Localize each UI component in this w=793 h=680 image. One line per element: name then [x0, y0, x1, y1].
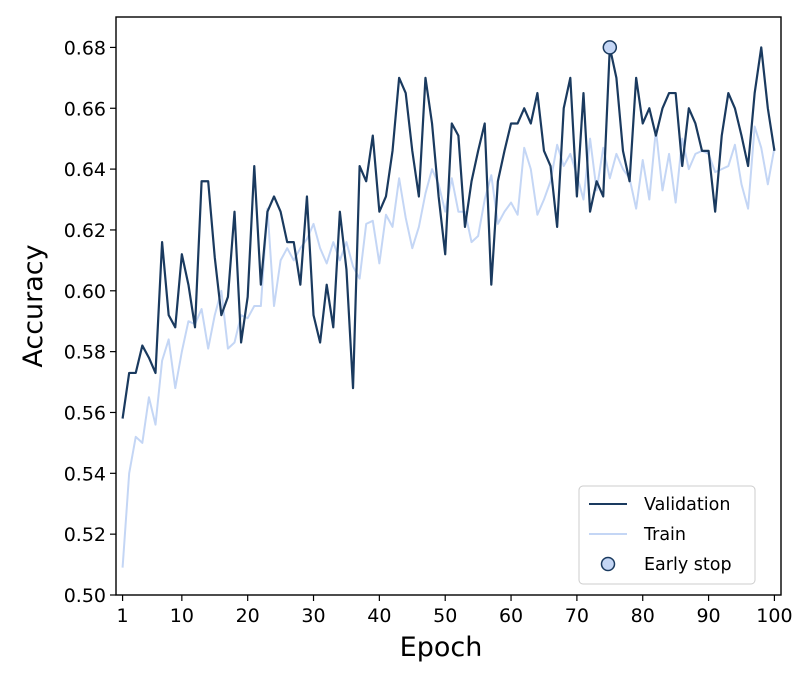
x-axis-ticks: 1 10 20 30 40 50 60 70 80 90 100	[117, 595, 793, 627]
legend: Validation Train Early stop	[578, 485, 756, 585]
plot-frame	[115, 16, 782, 596]
legend-box	[578, 485, 756, 585]
x-tick-label: 60	[499, 605, 523, 627]
legend-early-stop-swatch	[600, 556, 616, 572]
y-tick-label: 0.64	[64, 159, 106, 181]
legend-validation-label: Validation	[644, 495, 730, 515]
series-layer	[121, 46, 776, 568]
y-tick-label: 0.62	[64, 220, 106, 242]
x-tick-label: 10	[170, 605, 194, 627]
x-tick-label: 80	[631, 605, 655, 627]
x-tick-label: 100	[756, 605, 792, 627]
early-stop-marker	[602, 40, 618, 55]
y-tick-label: 0.52	[64, 524, 106, 546]
marker-layer	[602, 40, 618, 55]
y-tick-label: 0.68	[64, 37, 106, 59]
x-tick-label: 20	[236, 605, 260, 627]
y-tick-label: 0.66	[64, 98, 106, 120]
y-tick-label: 0.50	[64, 585, 106, 607]
y-tick-label: 0.60	[64, 281, 106, 303]
y-axis-label: Accuracy	[18, 244, 49, 367]
x-tick-label: 90	[696, 605, 720, 627]
y-tick-label: 0.56	[64, 402, 106, 424]
x-tick-label: 70	[565, 605, 589, 627]
legend-early-stop-label: Early stop	[644, 555, 732, 575]
series-line-validation	[121, 46, 776, 419]
x-axis-label: Epoch	[400, 632, 483, 663]
x-tick-label: 30	[301, 605, 325, 627]
y-tick-label: 0.54	[64, 463, 106, 485]
x-tick-label: 40	[367, 605, 391, 627]
x-tick-label: 1	[117, 605, 129, 627]
x-tick-label: 50	[433, 605, 457, 627]
y-tick-label: 0.58	[64, 342, 106, 364]
y-axis-ticks: 0.50 0.52 0.54 0.56 0.58 0.60 0.62 0.64 0.66 0.68	[64, 37, 116, 607]
legend-train-label: Train	[643, 525, 686, 545]
